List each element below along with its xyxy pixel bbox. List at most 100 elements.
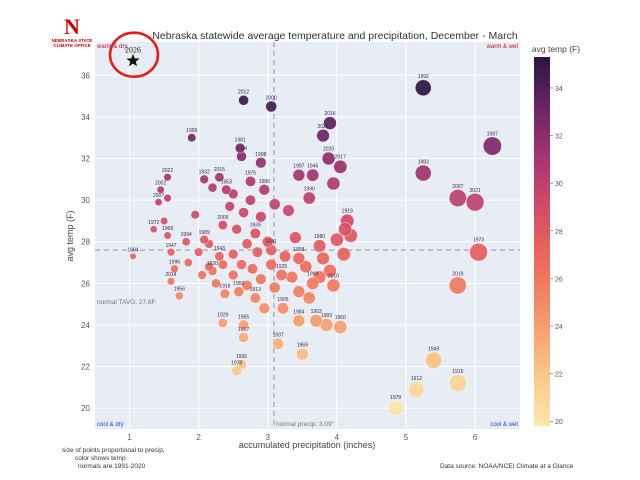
- data-point: [163, 231, 172, 240]
- data-point: [338, 222, 353, 237]
- y-tick-label: 32: [81, 155, 90, 164]
- data-point: [219, 288, 230, 299]
- colorbar-gradient: [534, 57, 550, 426]
- point-label-1984: 1984: [293, 309, 304, 315]
- point-label-1913: 1913: [250, 287, 261, 293]
- logo: N NEBRASKA STATE CLIMATE OFFICE: [52, 14, 93, 48]
- data-point: [425, 351, 443, 369]
- point-label-1958: 1958: [293, 247, 304, 253]
- data-point: [231, 224, 242, 235]
- point-label-1978: 1978: [231, 360, 242, 366]
- y-axis-title: avg temp (F): [65, 210, 75, 261]
- corner-cool-wet: cool & wet: [490, 422, 518, 428]
- x-tick-label: 4: [335, 433, 340, 442]
- point-label-2007: 2007: [153, 193, 164, 199]
- colorbar-tick-label: 26: [555, 276, 563, 283]
- data-point: [181, 237, 191, 247]
- colorbar-tick-label: 20: [555, 419, 563, 426]
- data-point: [309, 314, 323, 328]
- data-point: [238, 207, 249, 218]
- point-label-1960: 1960: [335, 315, 346, 321]
- data-point: [387, 400, 404, 416]
- data-point: [262, 236, 274, 248]
- y-tick-label: 26: [81, 279, 90, 288]
- data-point: [251, 246, 263, 258]
- data-point: [154, 198, 163, 207]
- data-point: [306, 276, 320, 290]
- data-point: [408, 381, 425, 398]
- point-label-1903: 1903: [311, 309, 322, 315]
- y-tick-label: 28: [81, 238, 90, 247]
- data-point: [289, 231, 302, 244]
- point-label-1979: 1979: [390, 395, 401, 401]
- point-label-1943: 1943: [214, 246, 225, 252]
- colorbar-tick-label: 32: [555, 134, 563, 141]
- footnote-line3: normals are 1991-2020: [78, 463, 146, 470]
- colorbar: avg temp (F) 20 22 24 26 28 30 32 34: [532, 44, 580, 426]
- data-point: [129, 252, 137, 260]
- point-label-1956: 1956: [174, 286, 185, 292]
- point-label-1999: 1999: [186, 128, 197, 134]
- data-point: [326, 176, 341, 191]
- point-label-1996: 1996: [169, 259, 180, 265]
- data-point: [204, 262, 214, 272]
- point-label-1999: 1999: [307, 272, 318, 278]
- point-label-1949: 1949: [428, 347, 439, 353]
- data-point: [302, 191, 316, 205]
- normal-tavg-label: normal TAVG: 27.6F: [97, 299, 156, 306]
- data-point: [156, 185, 165, 194]
- data-point: [323, 116, 337, 130]
- data-point: [336, 247, 351, 262]
- point-label-1918: 1918: [219, 284, 230, 290]
- data-point: [238, 95, 249, 106]
- data-point: [279, 250, 291, 263]
- colorbar-tick-label: 34: [555, 86, 563, 93]
- data-point: [247, 263, 258, 275]
- data-point: [465, 193, 485, 212]
- footnote-line2: color shows temp: [75, 455, 126, 462]
- point-labels: 1992 2012 2000 2016 1987 1999 2024 1981 1954 1998…: [127, 74, 498, 401]
- data-point: [199, 174, 209, 184]
- data-point: [277, 302, 289, 315]
- point-label-1915: 1915: [452, 369, 463, 375]
- point-label-1905: 1905: [277, 297, 288, 303]
- colorbar-tick-label: 30: [555, 181, 563, 188]
- data-point: [163, 173, 172, 182]
- point-label-1993: 1993: [321, 313, 332, 319]
- data-point: [217, 220, 228, 230]
- highlight-2026: 2026: [108, 31, 160, 79]
- data-point: [415, 164, 432, 182]
- data-point: [316, 251, 330, 265]
- data-point: [197, 270, 207, 280]
- point-label-1976: 1976: [245, 171, 256, 177]
- data-point: [268, 198, 281, 211]
- data-point: [236, 259, 247, 270]
- normal-precip-label: normal precip: 3.09": [276, 421, 335, 428]
- data-point: [245, 176, 256, 187]
- data-point: [221, 184, 232, 195]
- y-tick-label: 36: [81, 71, 90, 80]
- data-point: [296, 347, 309, 361]
- logo-line1: NEBRASKA STATE: [52, 38, 93, 43]
- data-point: [238, 319, 249, 331]
- data-point: [163, 194, 172, 203]
- data-point: [302, 291, 316, 305]
- data-point: [265, 258, 277, 271]
- data-point: [330, 232, 344, 247]
- data-point: [194, 247, 204, 257]
- data-point: [255, 211, 267, 223]
- data-point: [258, 302, 270, 314]
- point-label-2010: 2010: [328, 273, 339, 279]
- data-point: [448, 276, 467, 295]
- point-label-1997: 1997: [293, 164, 304, 170]
- y-tick-label: 22: [81, 363, 90, 372]
- data-point: [292, 285, 306, 298]
- point-label-2019: 2019: [452, 271, 463, 277]
- point-label-1983: 1983: [418, 160, 429, 166]
- point-label-1968: 1968: [162, 226, 173, 232]
- data-point: [228, 269, 239, 281]
- data-point: [313, 239, 327, 253]
- data-point: [217, 259, 228, 270]
- colorbar-title: avg temp (F): [532, 44, 580, 54]
